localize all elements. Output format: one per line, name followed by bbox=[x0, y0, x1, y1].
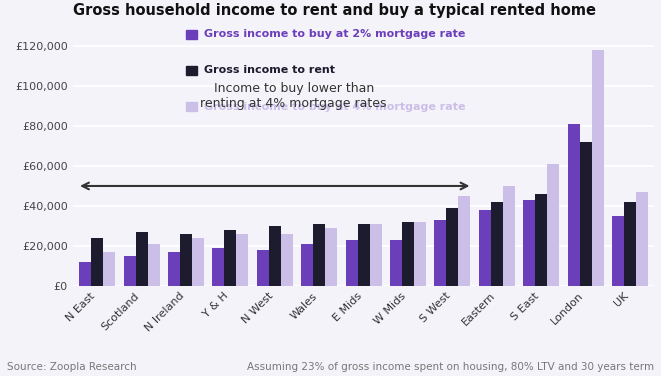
Bar bbox=[547, 164, 559, 286]
Bar bbox=[325, 228, 337, 286]
Text: Assuming 23% of gross income spent on housing, 80% LTV and 30 years term: Assuming 23% of gross income spent on ho… bbox=[247, 362, 654, 372]
Bar bbox=[313, 224, 325, 286]
Bar bbox=[192, 238, 204, 286]
Text: Gross income to buy at 4% mortgage rate: Gross income to buy at 4% mortgage rate bbox=[204, 102, 465, 112]
Bar bbox=[636, 192, 648, 286]
Bar bbox=[256, 250, 269, 286]
Bar bbox=[390, 240, 402, 286]
FancyBboxPatch shape bbox=[186, 30, 196, 39]
Bar bbox=[369, 224, 381, 286]
FancyBboxPatch shape bbox=[186, 102, 196, 111]
Bar bbox=[592, 50, 603, 286]
Bar bbox=[346, 240, 358, 286]
Bar bbox=[568, 124, 580, 286]
Bar bbox=[168, 252, 180, 286]
Bar bbox=[124, 256, 136, 286]
Bar bbox=[479, 210, 490, 286]
Bar bbox=[269, 226, 281, 286]
Bar bbox=[434, 220, 446, 286]
Bar bbox=[490, 202, 503, 286]
Bar bbox=[535, 194, 547, 286]
FancyBboxPatch shape bbox=[186, 66, 196, 75]
Bar bbox=[580, 142, 592, 286]
Bar bbox=[358, 224, 369, 286]
Bar bbox=[180, 234, 192, 286]
Bar bbox=[503, 186, 515, 286]
Bar bbox=[136, 232, 147, 286]
Bar bbox=[212, 248, 224, 286]
Bar bbox=[79, 262, 91, 286]
Bar bbox=[237, 234, 249, 286]
Bar bbox=[224, 230, 237, 286]
Text: Source: Zoopla Research: Source: Zoopla Research bbox=[7, 362, 136, 372]
Bar bbox=[624, 202, 636, 286]
Bar bbox=[91, 238, 103, 286]
Bar bbox=[281, 234, 293, 286]
Bar bbox=[458, 196, 471, 286]
Text: Gross income to buy at 2% mortgage rate: Gross income to buy at 2% mortgage rate bbox=[204, 29, 465, 39]
Text: Gross income to rent: Gross income to rent bbox=[204, 65, 334, 76]
Text: Gross household income to rent and buy a typical rented home: Gross household income to rent and buy a… bbox=[73, 3, 596, 18]
Bar bbox=[402, 222, 414, 286]
Bar bbox=[414, 222, 426, 286]
Bar bbox=[103, 252, 115, 286]
Text: Income to buy lower than
renting at 4% mortgage rates: Income to buy lower than renting at 4% m… bbox=[200, 82, 387, 111]
Bar bbox=[523, 200, 535, 286]
Bar bbox=[446, 208, 458, 286]
Bar bbox=[612, 216, 624, 286]
Bar bbox=[301, 244, 313, 286]
Bar bbox=[147, 244, 159, 286]
